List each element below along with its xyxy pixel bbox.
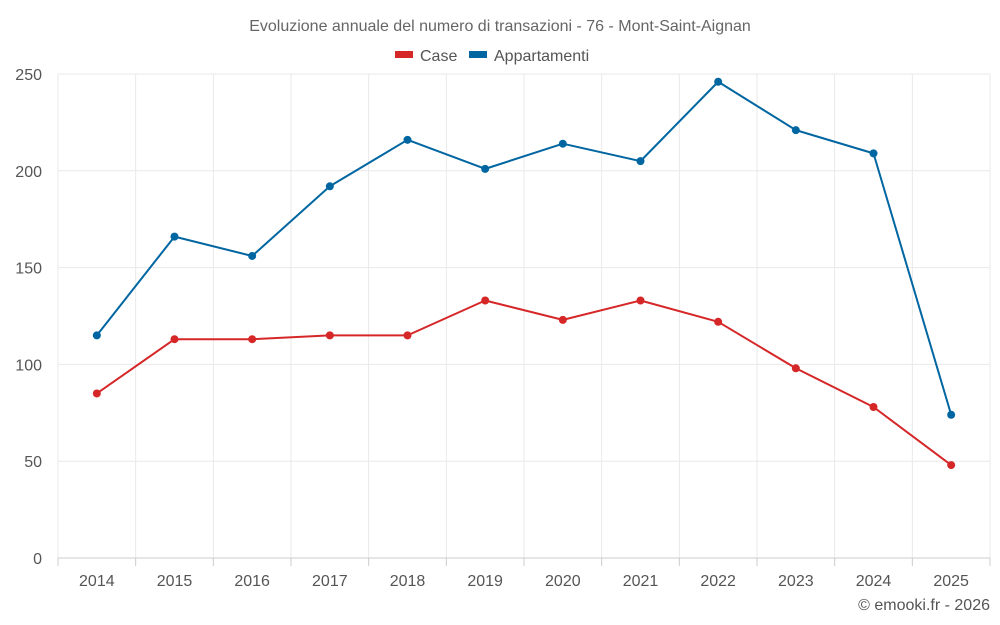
data-point-appartamenti-2019[interactable] <box>481 164 490 173</box>
data-point-case-2018[interactable] <box>403 331 412 340</box>
data-point-appartamenti-2015[interactable] <box>170 232 179 241</box>
y-tick-label: 0 <box>33 551 42 568</box>
data-point-appartamenti-2018[interactable] <box>403 135 412 144</box>
data-point-case-2021[interactable] <box>636 296 645 305</box>
data-point-case-2023[interactable] <box>791 364 800 373</box>
data-point-case-2016[interactable] <box>248 335 257 344</box>
data-point-case-2025[interactable] <box>947 461 956 470</box>
data-point-case-2019[interactable] <box>481 296 490 305</box>
data-point-case-2024[interactable] <box>869 402 878 411</box>
y-tick-label: 100 <box>15 357 42 374</box>
series-line-appartamenti <box>96 80 953 416</box>
x-tick-label: 2016 <box>234 573 270 590</box>
data-point-case-2015[interactable] <box>170 335 179 344</box>
x-tick-label: 2023 <box>778 573 814 590</box>
credit-text: © emooki.fr - 2026 <box>858 597 990 614</box>
x-tick-label: 2017 <box>312 573 348 590</box>
x-tick-label: 2024 <box>856 573 892 590</box>
series-layer <box>92 77 956 470</box>
data-point-appartamenti-2021[interactable] <box>636 157 645 166</box>
data-point-case-2017[interactable] <box>325 331 334 340</box>
x-tick-label: 2018 <box>390 573 426 590</box>
y-tick-label: 200 <box>15 164 42 181</box>
series-case <box>92 296 956 470</box>
legend-swatch-appartamenti[interactable] <box>469 51 487 58</box>
data-point-appartamenti-2025[interactable] <box>947 410 956 419</box>
y-axis-ticks: 0 50 100 150 200 250 <box>15 67 42 568</box>
x-tick-label: 2020 <box>545 573 581 590</box>
y-tick-label: 50 <box>24 454 42 471</box>
x-tick-label: 2022 <box>700 573 736 590</box>
legend[interactable]: Case Appartamenti <box>395 48 589 65</box>
data-point-case-2022[interactable] <box>714 317 723 326</box>
x-tick-label: 2025 <box>933 573 969 590</box>
series-line-case <box>96 299 952 466</box>
data-point-appartamenti-2020[interactable] <box>558 139 567 148</box>
legend-label-case[interactable]: Case <box>420 48 457 65</box>
data-point-case-2020[interactable] <box>558 315 567 324</box>
data-point-appartamenti-2014[interactable] <box>92 331 101 340</box>
legend-label-appartamenti[interactable]: Appartamenti <box>494 48 589 65</box>
x-tick-label: 2014 <box>79 573 115 590</box>
chart-title: Evoluzione annuale del numero di transaz… <box>249 18 751 35</box>
series-appartamenti <box>92 77 956 419</box>
x-tick-label: 2015 <box>157 573 193 590</box>
x-tick-label: 2021 <box>623 573 659 590</box>
data-point-appartamenti-2017[interactable] <box>325 182 334 191</box>
y-tick-label: 250 <box>15 67 42 84</box>
x-axis-ticks: 2014 2015 2016 2017 2018 2019 2020 2021 2022 2023… <box>57 558 991 590</box>
x-tick-label: 2019 <box>467 573 503 590</box>
data-point-appartamenti-2024[interactable] <box>869 149 878 158</box>
legend-swatch-case[interactable] <box>395 51 413 58</box>
data-point-case-2014[interactable] <box>92 389 101 398</box>
data-point-appartamenti-2022[interactable] <box>714 77 723 86</box>
data-point-appartamenti-2023[interactable] <box>791 126 800 135</box>
y-gridlines <box>58 73 990 462</box>
y-tick-label: 150 <box>15 261 42 278</box>
data-point-appartamenti-2016[interactable] <box>248 251 257 260</box>
